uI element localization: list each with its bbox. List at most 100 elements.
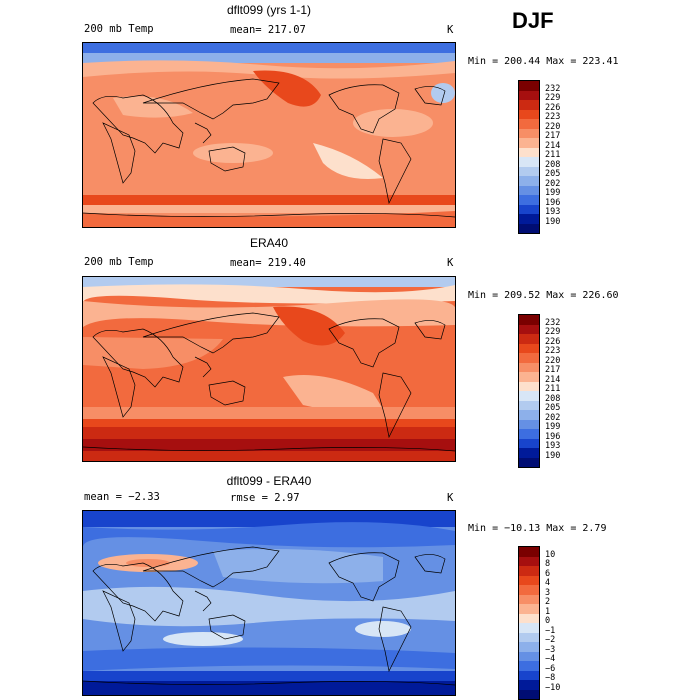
colorbar-label: 220 [545,355,561,366]
colorbar-label: 6 [545,568,551,579]
colorbar-label: −4 [545,654,556,665]
panel2-map [82,276,456,462]
colorbar-label: 2 [545,597,551,608]
colorbar-label: −1 [545,625,556,636]
panel1-colorbar-labels: 232 229 226 223 220 217 214 211 208 205 202 199 196 1… [545,80,560,227]
colorbar-swatch [519,642,539,652]
colorbar-label: 217 [545,365,561,376]
colorbar-swatch [519,585,539,595]
colorbar-label: 226 [545,336,561,347]
panel3-colorbar-labels: 10 8 6 4 3 2 1 0 −1 −2 −3 −4 −6 −8 −10 [545,546,560,693]
colorbar-swatch [519,147,539,157]
colorbar-swatch [519,119,539,129]
colorbar-swatch [519,410,539,420]
colorbar-swatch [519,689,539,699]
colorbar-label: 10 [545,549,556,560]
colorbar-label: 199 [545,188,561,199]
colorbar-swatch [519,556,539,566]
colorbar-swatch [519,400,539,410]
colorbar-swatch [519,575,539,585]
panel2-minmax: Min = 209.52 Max = 226.60 [468,290,619,301]
colorbar-swatch [519,195,539,205]
colorbar-label: 223 [545,112,561,123]
colorbar-label: 232 [545,317,561,328]
colorbar-label: 1 [545,606,551,617]
colorbar-label: 4 [545,578,551,589]
colorbar-swatch [519,353,539,363]
colorbar-swatch [519,372,539,382]
panel3-rmse-label: rmse = 2.97 [230,492,300,504]
panel2-colorbar [518,314,540,468]
colorbar-label: 211 [545,150,561,161]
colorbar-label: 217 [545,131,561,142]
panel1-minmax: Min = 200.44 Max = 223.41 [468,56,619,67]
colorbar-swatch [519,623,539,633]
colorbar-swatch [519,429,539,439]
panel1-colorbar [518,80,540,234]
colorbar-swatch [519,547,539,557]
colorbar-label: 8 [545,559,551,570]
colorbar-swatch [519,109,539,119]
colorbar-swatch [519,214,539,224]
colorbar-swatch [519,566,539,576]
colorbar-label: −2 [545,635,556,646]
colorbar-label: 223 [545,346,561,357]
colorbar-swatch [519,128,539,138]
colorbar-label: 196 [545,197,561,208]
colorbar-swatch [519,613,539,623]
colorbar-swatch [519,661,539,671]
colorbar-label: −6 [545,663,556,674]
season-label: DJF [512,8,554,33]
panel1-map [82,42,456,228]
colorbar-swatch [519,680,539,690]
colorbar-swatch [519,315,539,325]
colorbar-swatch [519,391,539,401]
colorbar-swatch [519,448,539,458]
colorbar-label: 226 [545,102,561,113]
panel3-mean-label: mean = −2.33 [84,491,160,503]
colorbar-label: 229 [545,327,561,338]
colorbar-swatch [519,204,539,214]
colorbar-swatch [519,457,539,467]
colorbar-label: 208 [545,159,561,170]
colorbar-label: 190 [545,216,561,227]
colorbar-label: −3 [545,644,556,655]
colorbar-label: 202 [545,178,561,189]
colorbar-swatch [519,381,539,391]
colorbar-swatch [519,632,539,642]
colorbar-label: 232 [545,83,561,94]
colorbar-label: 193 [545,207,561,218]
panel3-minmax: Min = −10.13 Max = 2.79 [468,523,607,534]
colorbar-label: 214 [545,374,561,385]
colorbar-swatch [519,604,539,614]
colorbar-label: 3 [545,587,551,598]
panel1-units-label: K [447,24,454,36]
colorbar-label: 199 [545,422,561,433]
colorbar-swatch [519,362,539,372]
panel2-mean-label: mean= 219.40 [230,257,306,269]
colorbar-swatch [519,670,539,680]
colorbar-label: 205 [545,403,561,414]
colorbar-label: 202 [545,412,561,423]
colorbar-swatch [519,157,539,167]
colorbar-swatch [519,594,539,604]
colorbar-label: 196 [545,431,561,442]
colorbar-swatch [519,166,539,176]
colorbar-label: 205 [545,169,561,180]
panel2-colorbar-labels: 232 229 226 223 220 217 214 211 208 205 202 199 196 1… [545,314,560,461]
colorbar-swatch [519,343,539,353]
panel2-variable-label: 200 mb Temp [84,256,154,268]
colorbar-swatch [519,419,539,429]
colorbar-label: −8 [545,673,556,684]
panel3-title: dflt099 - ERA40 [226,474,312,488]
colorbar-label: 220 [545,121,561,132]
colorbar-swatch [519,176,539,186]
panel3-colorbar [518,546,540,700]
panel1-mean-label: mean= 217.07 [230,24,306,36]
colorbar-swatch [519,100,539,110]
colorbar-swatch [519,223,539,233]
colorbar-swatch [519,90,539,100]
colorbar-swatch [519,651,539,661]
colorbar-swatch [519,324,539,334]
colorbar-swatch [519,81,539,91]
